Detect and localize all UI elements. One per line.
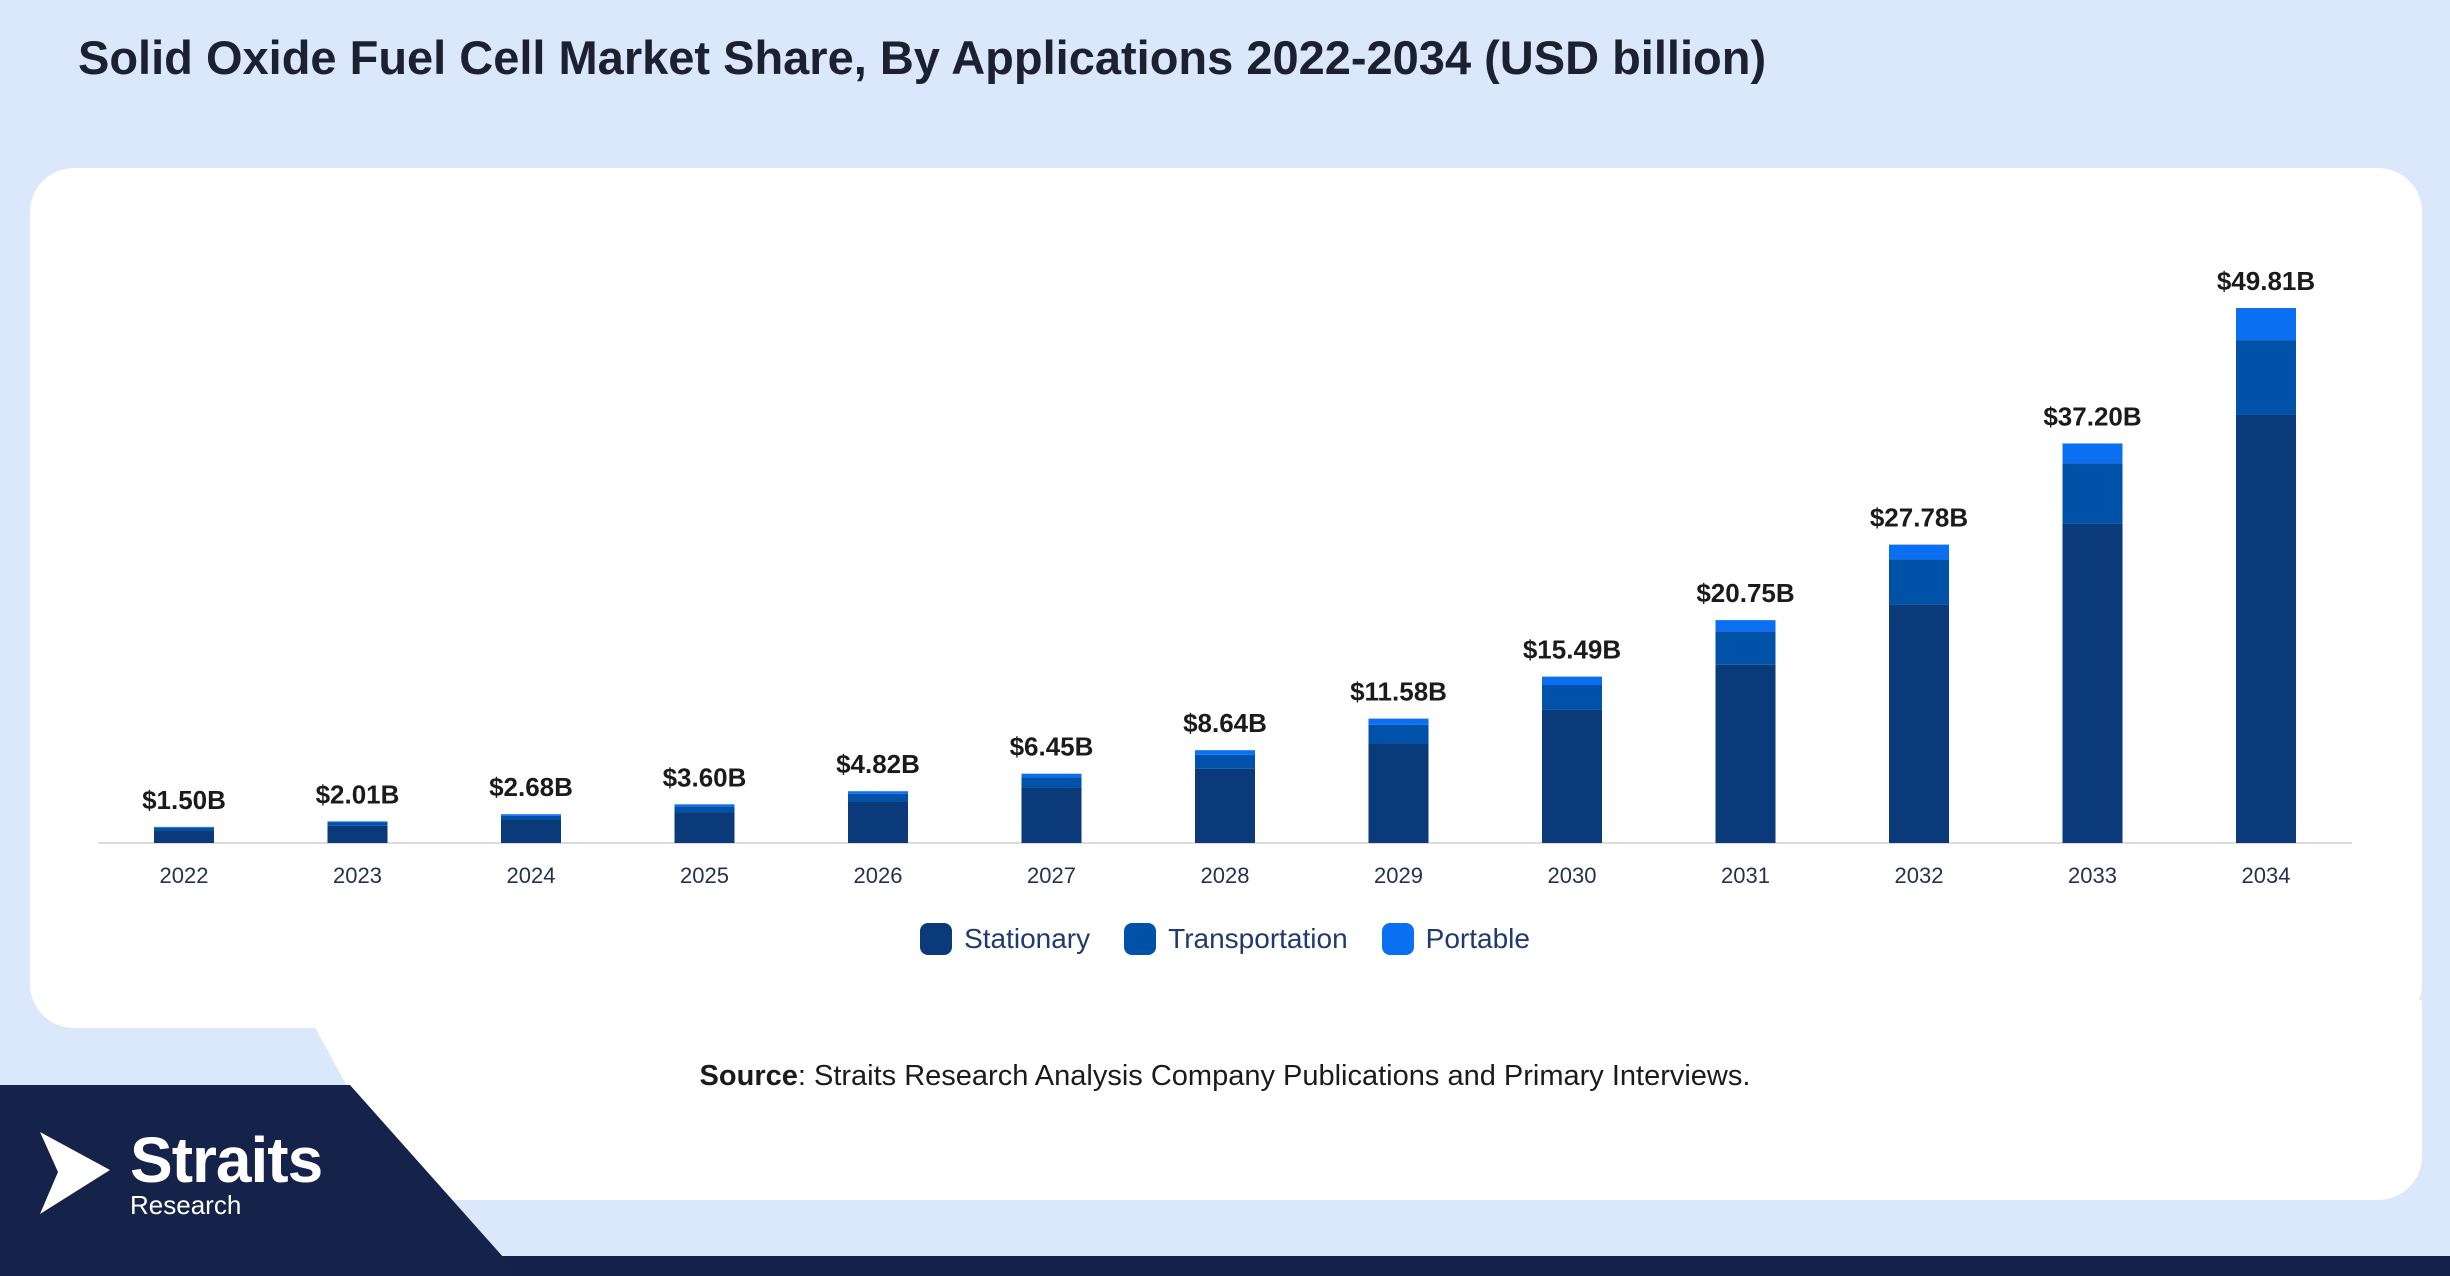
value-label-2029: $11.58B (1350, 677, 1447, 707)
chart-card-lower (420, 1000, 2422, 1200)
legend-swatch-transportation (1124, 923, 1157, 955)
logo-subtitle: Research (130, 1190, 242, 1220)
bar-portable-2025[interactable] (674, 804, 735, 807)
legend-item-stationary[interactable]: Stationary (920, 923, 1090, 955)
value-label-2023: $2.01B (316, 779, 400, 809)
x-tick-label-2031: 2031 (1721, 863, 1770, 888)
bar-transportation-2024[interactable] (501, 815, 561, 821)
bar-transportation-2032[interactable] (1889, 559, 1949, 605)
source-note: Source: Straits Research Analysis Compan… (0, 1060, 2450, 1093)
bar-portable-2022[interactable] (154, 826, 214, 828)
value-label-2028: $8.64B (1183, 708, 1267, 738)
value-label-2031: $20.75B (1696, 578, 1794, 608)
value-labels-group: $1.50B $2.01B $2.68B $3.60B $4.82B $6.45B $8.6… (142, 266, 2315, 815)
chart-legend: Stationary Transportation Portable (0, 923, 2450, 955)
bar-transportation-2028[interactable] (1195, 754, 1255, 769)
bar-portable-2023[interactable] (327, 821, 388, 823)
legend-swatch-portable (1381, 923, 1414, 955)
legend-label: Transportation (1168, 923, 1348, 954)
footer-strip (0, 1256, 2450, 1276)
bar-stationary-2025[interactable] (674, 812, 735, 843)
source-label: Source (699, 1060, 798, 1092)
value-label-2024: $2.68B (489, 772, 573, 802)
bar-stationary-2026[interactable] (848, 801, 908, 843)
bar-transportation-2025[interactable] (674, 806, 735, 813)
bar-transportation-2026[interactable] (848, 793, 908, 802)
bar-stationary-2022[interactable] (154, 830, 214, 843)
chart-card (30, 168, 2422, 1028)
bar-stationary-2023[interactable] (327, 825, 388, 843)
bar-transportation-2033[interactable] (2062, 463, 2123, 524)
bar-stationary-2024[interactable] (501, 820, 561, 843)
bar-stationary-2032[interactable] (1889, 604, 1949, 843)
value-label-2025: $3.60B (663, 762, 747, 792)
bar-transportation-2031[interactable] (1715, 631, 1776, 665)
logo-name: Straits (130, 1124, 323, 1196)
bars-group (154, 308, 2296, 843)
legend-label: Portable (1425, 923, 1530, 954)
bar-portable-2029[interactable] (1368, 718, 1429, 725)
value-label-2022: $1.50B (142, 785, 226, 815)
x-tick-label-2033: 2033 (2068, 863, 2117, 888)
legend-label: Stationary (964, 923, 1091, 954)
x-tick-label-2023: 2023 (333, 863, 382, 888)
bar-transportation-2029[interactable] (1368, 724, 1429, 744)
bar-portable-2030[interactable] (1542, 676, 1602, 686)
bar-transportation-2022[interactable] (154, 827, 214, 831)
legend-item-portable[interactable]: Portable (1381, 923, 1530, 955)
bar-portable-2033[interactable] (2062, 443, 2123, 464)
x-tick-label-2034: 2034 (2242, 863, 2291, 888)
bar-stationary-2029[interactable] (1368, 743, 1429, 843)
legend-swatch-stationary (920, 923, 953, 955)
straits-logo-icon (40, 1132, 110, 1214)
x-tick-label-2030: 2030 (1548, 863, 1597, 888)
x-tick-label-2028: 2028 (1201, 863, 1250, 888)
bar-transportation-2034[interactable] (2236, 340, 2296, 415)
bar-stationary-2033[interactable] (2062, 523, 2123, 843)
bar-portable-2032[interactable] (1889, 544, 1949, 560)
bar-portable-2034[interactable] (2236, 308, 2296, 341)
source-text: : Straits Research Analysis Company Publ… (797, 1060, 1751, 1092)
x-tick-label-2022: 2022 (160, 863, 209, 888)
legend-item-transportation[interactable]: Transportation (1124, 923, 1348, 955)
value-label-2034: $49.81B (2217, 266, 2315, 296)
x-tick-label-2032: 2032 (1895, 863, 1944, 888)
value-label-2030: $15.49B (1523, 635, 1621, 665)
x-tick-label-2027: 2027 (1027, 863, 1076, 888)
x-tick-label-2026: 2026 (854, 863, 903, 888)
value-label-2033: $37.20B (2043, 401, 2141, 431)
x-tick-labels-group: 2022 2023 2024 2025 2026 2027 2028 2029 2030 2031… (160, 863, 2291, 888)
value-label-2032: $27.78B (1870, 503, 1968, 533)
bar-portable-2026[interactable] (848, 791, 908, 794)
x-tick-label-2025: 2025 (680, 863, 729, 888)
bar-stationary-2034[interactable] (2236, 414, 2296, 843)
bar-portable-2024[interactable] (501, 814, 561, 816)
x-tick-label-2024: 2024 (507, 863, 556, 888)
bar-stationary-2028[interactable] (1195, 768, 1255, 843)
bar-stationary-2027[interactable] (1021, 787, 1082, 843)
bar-stationary-2030[interactable] (1542, 709, 1602, 843)
bar-transportation-2023[interactable] (327, 822, 388, 826)
value-label-2027: $6.45B (1010, 732, 1094, 762)
bar-stationary-2031[interactable] (1715, 664, 1776, 843)
bar-portable-2027[interactable] (1021, 773, 1082, 778)
bar-portable-2028[interactable] (1195, 750, 1255, 755)
x-tick-label-2029: 2029 (1374, 863, 1423, 888)
value-label-2026: $4.82B (836, 749, 920, 779)
bar-transportation-2030[interactable] (1542, 685, 1602, 710)
bar-transportation-2027[interactable] (1021, 777, 1082, 788)
page-title: Solid Oxide Fuel Cell Market Share, By A… (78, 31, 1767, 84)
bar-portable-2031[interactable] (1715, 620, 1776, 632)
